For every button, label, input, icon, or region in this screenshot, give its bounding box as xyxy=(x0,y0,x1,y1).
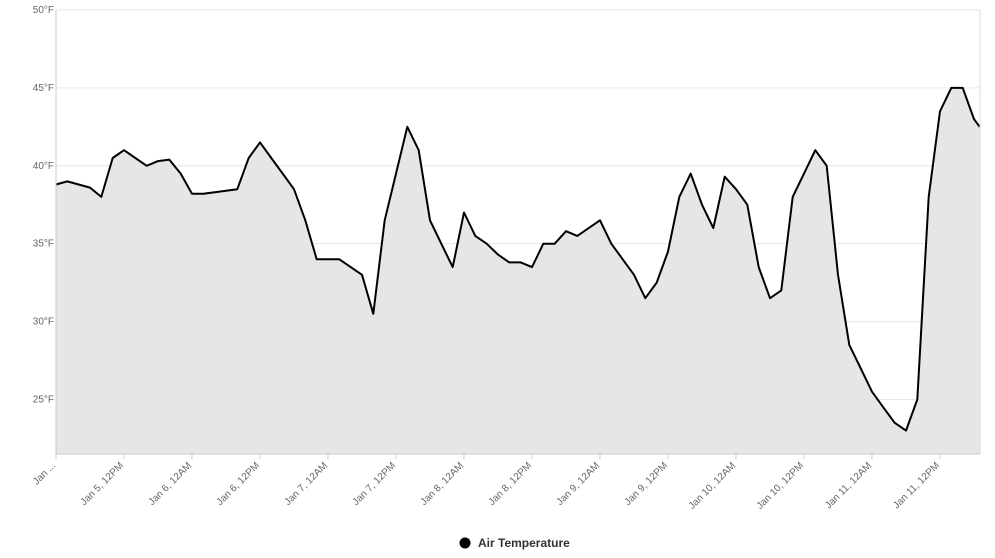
x-tick-label: Jan 8, 12PM xyxy=(487,460,534,507)
y-tick-label: 45°F xyxy=(33,83,54,94)
y-tick-label: 25°F xyxy=(33,394,54,405)
x-tick-label: Jan 8, 12AM xyxy=(419,460,466,507)
legend-marker xyxy=(459,537,471,549)
area-fill xyxy=(56,87,980,455)
x-tick-label: Jan 10, 12PM xyxy=(755,460,806,511)
y-tick-label: 30°F xyxy=(33,317,54,328)
x-tick-label: Jan 7, 12AM xyxy=(283,460,330,507)
line xyxy=(55,86,981,432)
x-tick-label: Jan 10, 12AM xyxy=(687,460,738,511)
x-tick-label: Jan ... xyxy=(31,460,58,487)
y-tick-label: 50°F xyxy=(33,5,54,16)
x-tick-label: Jan 5, 12PM xyxy=(79,460,126,507)
y-tick-label: 35°F xyxy=(33,239,54,250)
legend-label: Air Temperature xyxy=(478,536,570,550)
x-tick-label: Jan 9, 12AM xyxy=(555,460,602,507)
x-tick-label: Jan 11, 12AM xyxy=(823,460,874,511)
legend: Air Temperature xyxy=(459,536,570,550)
x-tick-label: Jan 11, 12PM xyxy=(891,460,942,511)
x-tick-label: Jan 7, 12PM xyxy=(351,460,398,507)
y-tick-label: 40°F xyxy=(33,161,54,172)
x-tick-label: Jan 6, 12PM xyxy=(215,460,262,507)
x-tick-label: Jan 6, 12AM xyxy=(147,460,194,507)
x-tick-label: Jan 9, 12PM xyxy=(623,460,670,507)
